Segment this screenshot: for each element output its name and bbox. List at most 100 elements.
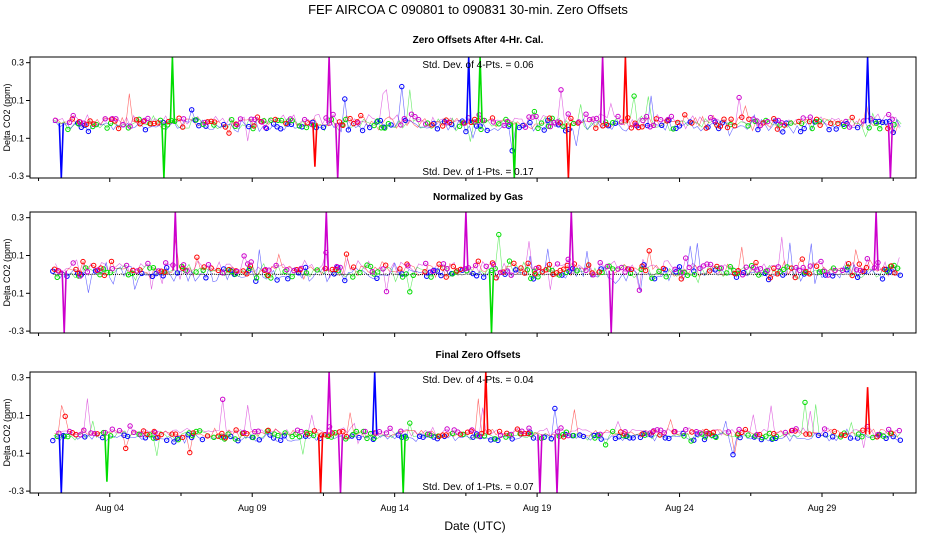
data-point	[657, 432, 663, 438]
data-point	[506, 258, 513, 264]
data-point	[736, 94, 742, 101]
annotation-top: Std. Dev. of 4-Pts. = 0.06	[422, 60, 534, 71]
data-point	[287, 116, 294, 122]
data-point	[104, 125, 110, 131]
data-point	[364, 435, 370, 442]
data-point	[530, 276, 537, 282]
data-point	[202, 119, 208, 126]
data-point	[169, 431, 175, 437]
data-point	[353, 428, 359, 435]
data-point	[100, 266, 107, 272]
spike-mark	[104, 434, 110, 482]
data-point	[642, 267, 649, 274]
data-point	[73, 266, 79, 273]
data-point	[383, 288, 390, 295]
annotation-bottom: Std. Dev. of 1-Pts. = 0.17	[422, 167, 534, 178]
data-point	[809, 125, 815, 132]
data-point	[531, 108, 538, 115]
panel-zero-offsets-after-cal: Zero Offsets After 4-Hr. Cal. -0.3 -0.1 0.…	[2, 35, 917, 182]
y-axis-label: Delta CO2 (ppm)	[2, 238, 12, 306]
data-point	[359, 127, 366, 134]
data-point	[490, 119, 497, 125]
data-point	[526, 114, 532, 120]
data-point	[672, 428, 678, 435]
data-point	[481, 274, 487, 280]
x-axis-label: Date (UTC)	[444, 519, 505, 533]
data-point	[337, 264, 343, 271]
data-point	[504, 118, 511, 125]
data-point	[151, 120, 157, 127]
panel-title: Final Zero Offsets	[435, 350, 520, 361]
data-point	[375, 269, 381, 275]
data-point	[713, 434, 719, 440]
data-point	[422, 269, 428, 275]
data-point	[240, 268, 246, 274]
data-point	[371, 122, 377, 129]
data-point	[64, 273, 70, 279]
data-point	[329, 430, 335, 436]
data-point	[718, 265, 724, 271]
data-point	[412, 114, 418, 120]
data-point	[220, 396, 226, 402]
data-point	[838, 432, 845, 438]
data-point	[403, 271, 409, 277]
data-point	[714, 122, 720, 128]
data-point	[642, 432, 648, 438]
data-point	[483, 263, 489, 269]
data-point	[780, 272, 786, 278]
data-point	[430, 268, 436, 274]
data-point	[530, 435, 537, 441]
data-point	[560, 123, 566, 130]
data-point	[552, 405, 558, 412]
data-point	[296, 433, 303, 440]
data-point	[478, 126, 484, 133]
data-point	[171, 439, 177, 445]
data-point	[802, 399, 808, 406]
data-point	[554, 429, 561, 435]
data-point	[468, 428, 474, 434]
spike-mark	[334, 123, 341, 178]
data-point	[725, 429, 732, 435]
data-point	[773, 433, 780, 440]
data-point	[211, 122, 217, 128]
series-line	[54, 238, 899, 280]
data-point	[248, 116, 254, 122]
data-point	[477, 123, 483, 129]
data-point	[603, 122, 610, 128]
data-point	[149, 273, 156, 279]
data-point	[304, 431, 310, 437]
data-point	[755, 126, 761, 133]
data-point	[164, 437, 170, 443]
data-point	[788, 120, 794, 126]
y-tick-label: -0.1	[8, 288, 24, 298]
data-point	[877, 126, 883, 132]
spike-mark	[463, 212, 469, 271]
data-point	[745, 123, 751, 129]
data-point	[590, 116, 596, 122]
x-tick-labels: Aug 04 Aug 09 Aug 14 Aug 19 Aug 24 Aug 29	[96, 503, 837, 513]
data-point	[87, 118, 93, 124]
data-point	[599, 269, 605, 276]
data-point	[602, 442, 609, 448]
data-point	[529, 114, 536, 120]
data-point	[77, 432, 84, 438]
data-point	[679, 270, 685, 276]
plot-marks	[50, 212, 903, 333]
spike-mark	[873, 212, 879, 271]
y-tick-label: 0.3	[11, 213, 24, 223]
data-point	[548, 436, 554, 442]
data-point	[554, 261, 561, 267]
data-point	[757, 122, 764, 129]
data-point	[378, 125, 384, 131]
data-point	[631, 93, 637, 99]
data-point	[688, 438, 694, 444]
data-point	[410, 272, 416, 278]
data-point	[275, 432, 281, 439]
data-point	[123, 262, 130, 269]
data-point	[329, 266, 335, 273]
data-point	[253, 278, 259, 284]
data-point	[710, 429, 716, 435]
data-point	[88, 430, 94, 436]
spike-mark	[172, 212, 179, 271]
